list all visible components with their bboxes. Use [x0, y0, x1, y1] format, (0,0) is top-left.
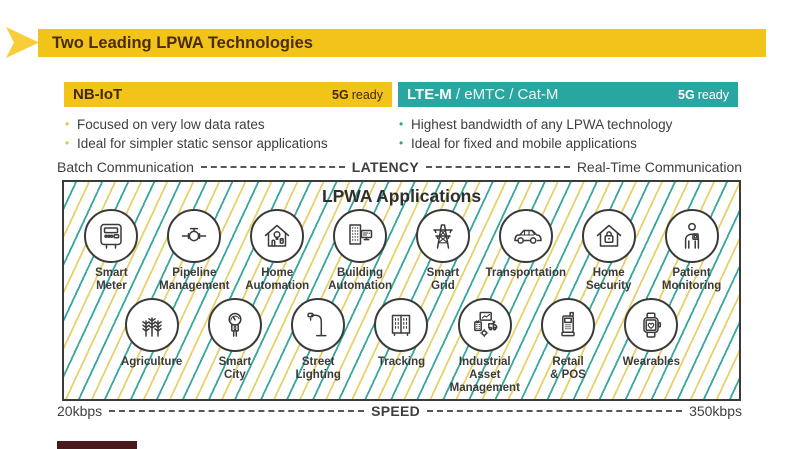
app-label: Wearables	[622, 356, 680, 368]
smart-meter-icon	[100, 223, 123, 249]
home-automation-icon	[264, 224, 290, 247]
app-label: Pipeline Management	[159, 267, 230, 292]
ltem-name: LTE-M / eMTC / Cat-M	[407, 86, 559, 103]
app-street-lighting: Street Lighting	[277, 298, 360, 395]
latency-right-label: Real-Time Communication	[576, 159, 743, 175]
ltem-header-bar: LTE-M / eMTC / Cat-M 5G ready	[398, 82, 738, 107]
dashed-leader	[200, 166, 345, 168]
app-label: Smart City	[218, 356, 252, 381]
ltem-bullet-list: Highest bandwidth of any LPWA technology…	[398, 115, 738, 153]
app-smart-city: Smart City	[193, 298, 276, 395]
app-smart-meter: Smart Meter	[70, 209, 153, 293]
speed-right-label: 350kbps	[689, 403, 742, 419]
app-patient-monitoring: Patient Monitoring	[650, 209, 733, 293]
tracking-icon	[392, 314, 411, 337]
app-transportation: Transportation	[484, 209, 567, 293]
latency-axis: Batch Communication LATENCY Real-Time Co…	[57, 159, 742, 175]
agriculture-icon	[141, 317, 162, 337]
app-home-automation: Home Automation	[236, 209, 319, 293]
applications-row-1: Smart Meter Pipeline Management	[64, 207, 739, 293]
app-building-automation: Building Automation	[319, 209, 402, 293]
app-label: Home Automation	[245, 267, 310, 292]
transportation-icon	[514, 229, 542, 244]
app-label: Transportation	[485, 267, 567, 279]
smart-city-icon	[228, 312, 242, 337]
app-label: Smart Grid	[426, 267, 460, 292]
app-industrial-asset-management: Industrial Asset Management	[443, 298, 526, 395]
applications-title: LPWA Applications	[321, 186, 482, 206]
app-smart-grid: Smart Grid	[402, 209, 485, 293]
ltem-bullet: Ideal for fixed and mobile applications	[398, 134, 738, 153]
speed-left-label: 20kbps	[57, 403, 103, 419]
smart-grid-icon	[433, 224, 453, 249]
pipeline-management-icon	[182, 227, 207, 242]
applications-row-2: Agriculture Smart City	[64, 293, 739, 395]
page-title-text: Two Leading LPWA Technologies	[52, 33, 313, 52]
dashed-leader	[425, 166, 570, 168]
street-lighting-icon	[307, 312, 327, 337]
app-retail-pos: Retail & POS	[526, 298, 609, 395]
app-pipeline-management: Pipeline Management	[153, 209, 236, 293]
lpwa-applications-box: LPWA Applications Smart Meter	[62, 180, 741, 401]
app-tracking: Tracking	[360, 298, 443, 395]
nbiot-bullet: Focused on very low data rates	[64, 115, 392, 134]
patient-monitoring-icon	[684, 222, 699, 249]
app-label: Retail & POS	[550, 356, 586, 381]
app-label: Tracking	[377, 356, 426, 368]
nbiot-bullet: Ideal for simpler static sensor applicat…	[64, 134, 392, 153]
speed-axis: 20kbps SPEED 350kbps	[57, 403, 742, 419]
app-label: Agriculture	[120, 356, 183, 368]
speed-axis-title: SPEED	[371, 403, 421, 419]
nbiot-bullet-list: Focused on very low data rates Ideal for…	[64, 115, 392, 153]
app-label: Industrial Asset Management	[449, 356, 520, 394]
nbiot-5g-ready-badge: 5G ready	[332, 87, 383, 102]
home-security-icon	[596, 224, 621, 247]
app-wearables: Wearables	[610, 298, 693, 395]
app-home-security: Home Security	[567, 209, 650, 293]
app-label: Street Lighting	[295, 356, 341, 381]
chevron-right-icon	[6, 27, 39, 58]
nbiot-header-bar: NB-IoT 5G ready	[64, 82, 392, 107]
dashed-leader	[109, 410, 365, 412]
app-label: Building Automation	[328, 267, 392, 292]
page-title: Two Leading LPWA Technologies	[38, 29, 766, 57]
app-label: Patient Monitoring	[661, 267, 722, 292]
latency-axis-title: LATENCY	[351, 159, 419, 175]
building-automation-icon	[349, 224, 373, 245]
industrial-asset-management-icon	[473, 311, 498, 338]
nbiot-name: NB-IoT	[73, 86, 123, 103]
latency-left-label: Batch Communication	[57, 159, 194, 175]
footer-accent-bar	[57, 441, 137, 449]
app-label: Home Security	[585, 267, 632, 292]
wearables-icon	[643, 312, 662, 338]
ltem-5g-ready-badge: 5G ready	[678, 87, 729, 102]
retail-pos-icon	[561, 311, 575, 337]
ltem-bullet: Highest bandwidth of any LPWA technology	[398, 115, 738, 134]
app-agriculture: Agriculture	[110, 298, 193, 395]
dashed-leader	[427, 410, 683, 412]
app-label: Smart Meter	[95, 267, 128, 292]
